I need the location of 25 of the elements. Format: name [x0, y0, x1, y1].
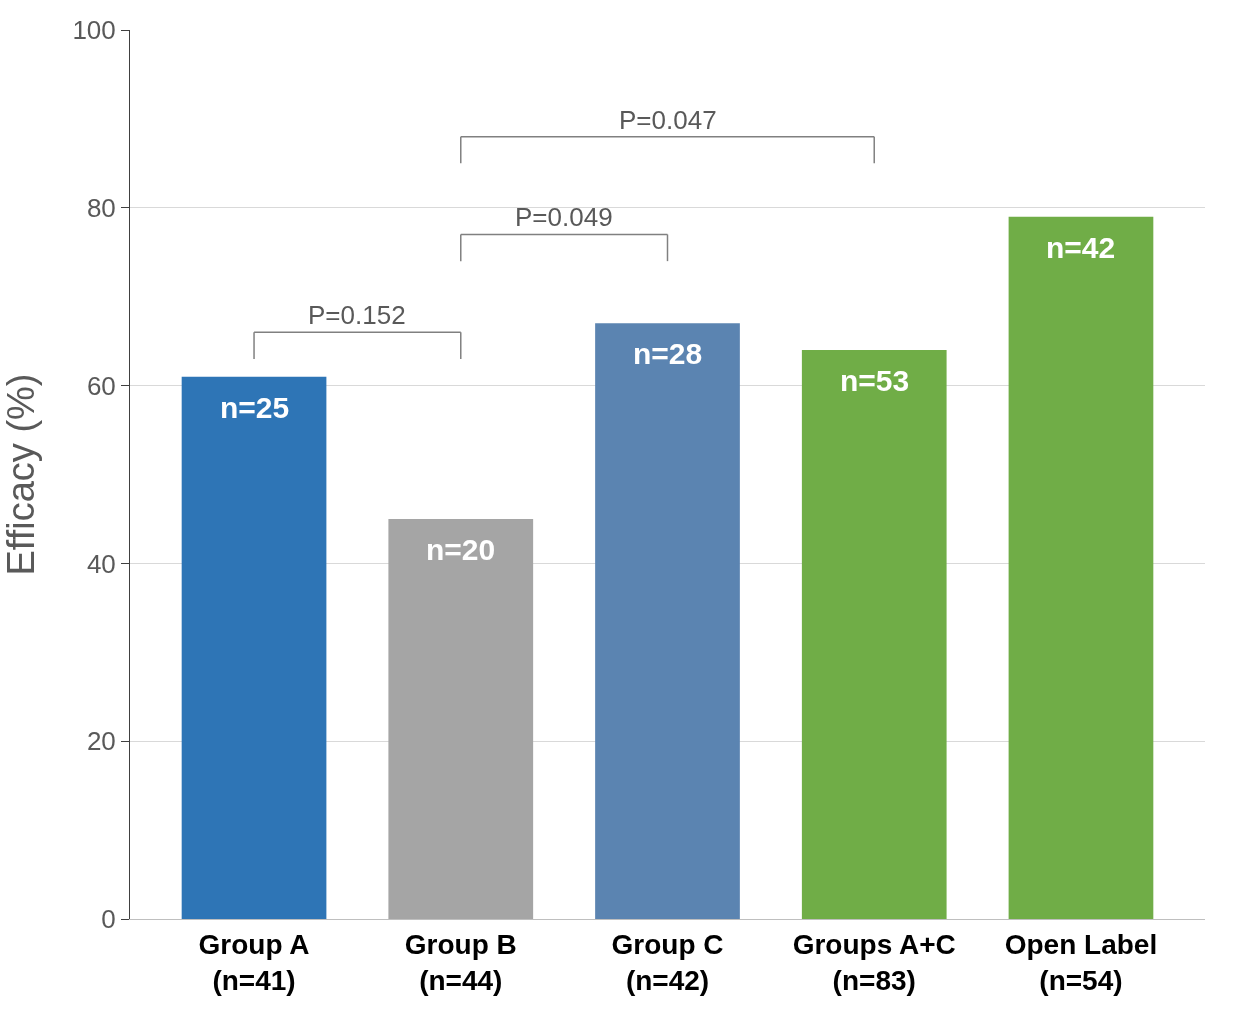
bar [388, 518, 534, 919]
annotation: n=20 [426, 533, 496, 566]
bar [595, 323, 740, 919]
annotation: n=42 [1046, 231, 1116, 264]
x-tick-label: Open Label (n=54) [1004, 928, 1158, 996]
y-tick-label: 20 [86, 726, 116, 757]
y-tick-label: 60 [86, 370, 116, 401]
annotation: n=53 [840, 364, 910, 397]
annotation: P=0.047 [619, 105, 717, 135]
x-tick-label: Group C (n=42) [611, 928, 724, 996]
bar [1008, 216, 1154, 919]
y-tick-label: 0 [101, 904, 116, 935]
annotation: P=0.152 [308, 300, 406, 330]
x-tick-label: Group B (n=44) [404, 928, 517, 996]
x-tick-label: Group A (n=41) [198, 928, 310, 996]
bar [181, 376, 327, 919]
x-tick-label: Groups A+C (n=83) [792, 928, 956, 996]
annotation: P=0.049 [515, 202, 613, 232]
y-axis-title: Efficacy (%) [0, 373, 42, 576]
y-tick-label: 40 [86, 548, 116, 579]
y-tick-label: 80 [86, 192, 116, 223]
annotation: n=25 [220, 391, 290, 424]
bar [801, 350, 947, 919]
annotation: n=28 [633, 337, 703, 370]
y-tick-label: 100 [72, 15, 116, 46]
